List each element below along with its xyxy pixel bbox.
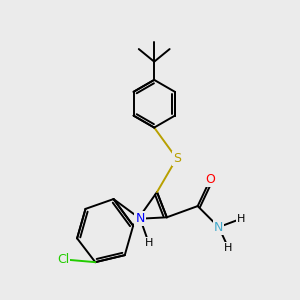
Text: N: N [214, 220, 224, 234]
Text: Cl: Cl [57, 253, 69, 266]
Text: S: S [172, 152, 181, 165]
Text: H: H [144, 238, 153, 248]
Text: O: O [206, 173, 215, 186]
Text: H: H [237, 214, 245, 224]
Text: N: N [136, 212, 145, 225]
Text: H: H [224, 243, 233, 253]
